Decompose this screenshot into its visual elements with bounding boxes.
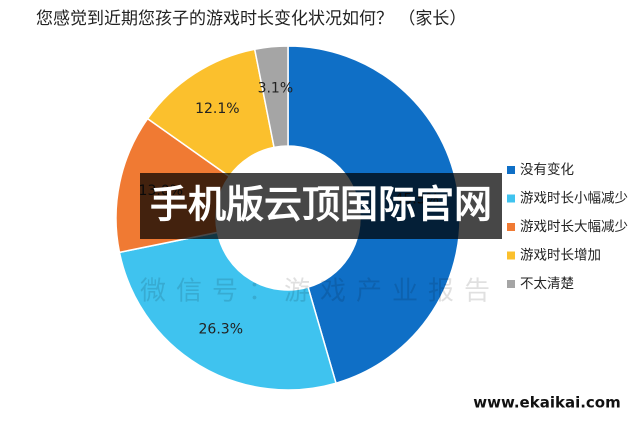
chart-title: 您感觉到近期您孩子的游戏时长变化状况如何？ （家长） bbox=[36, 9, 466, 29]
data-label: 26.3% bbox=[199, 321, 243, 337]
legend-swatch bbox=[507, 251, 515, 260]
banner-text: 手机版云顶国际官网 bbox=[150, 183, 492, 227]
legend-label: 没有变化 bbox=[520, 162, 574, 178]
legend-label: 游戏时长小幅减少 bbox=[520, 191, 628, 207]
legend-swatch bbox=[507, 166, 515, 174]
legend-swatch bbox=[507, 280, 515, 288]
legend-label: 不太清楚 bbox=[520, 276, 574, 292]
slice bbox=[253, 45, 289, 149]
watermark: 微信号：游戏产业报告 bbox=[140, 277, 500, 307]
footer-text: www.ekaikai.com bbox=[473, 394, 621, 412]
banner-bg bbox=[140, 173, 502, 239]
legend-label: 游戏时长增加 bbox=[520, 248, 601, 264]
footer-bg bbox=[466, 387, 628, 417]
data-label: 3.1% bbox=[258, 81, 294, 97]
slice bbox=[118, 231, 337, 391]
data-label: 12.1% bbox=[195, 101, 239, 117]
legend-label: 游戏时长大幅减少 bbox=[520, 219, 628, 235]
legend-swatch bbox=[507, 223, 515, 231]
legend-swatch bbox=[507, 194, 515, 203]
